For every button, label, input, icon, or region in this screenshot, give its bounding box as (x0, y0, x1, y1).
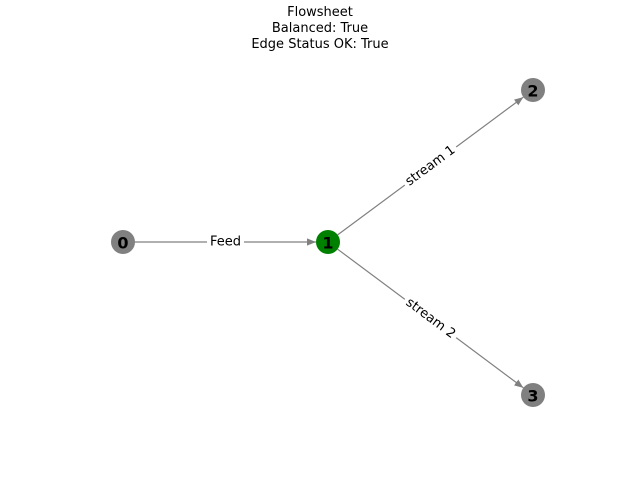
edge-label-group-0-1: Feed (206, 233, 245, 251)
node-label-1: 1 (322, 234, 333, 253)
balanced-status: Balanced: True (271, 21, 369, 36)
edge-label-group-1-3: stream 2 (399, 292, 462, 345)
node-1 (316, 230, 340, 254)
node-2 (521, 78, 545, 102)
edge-label: Feed (210, 235, 241, 250)
node-0 (111, 230, 135, 254)
edge-label-background (399, 292, 462, 345)
edge-status: Edge Status OK: True (251, 37, 389, 52)
edge-label: stream 1 (403, 143, 458, 190)
edge-label: stream 2 (403, 295, 458, 342)
node-label-2: 2 (527, 82, 538, 101)
node-label-3: 3 (527, 387, 538, 406)
edge-label-group-1-2: stream 1 (399, 140, 462, 192)
figure-title: Flowsheet (287, 5, 353, 20)
node-3 (521, 383, 545, 407)
edge-label-background (399, 140, 462, 192)
edge-label-background (206, 233, 245, 251)
nodes-layer: 0 1 2 3 (111, 78, 545, 407)
node-label-0: 0 (117, 234, 128, 253)
